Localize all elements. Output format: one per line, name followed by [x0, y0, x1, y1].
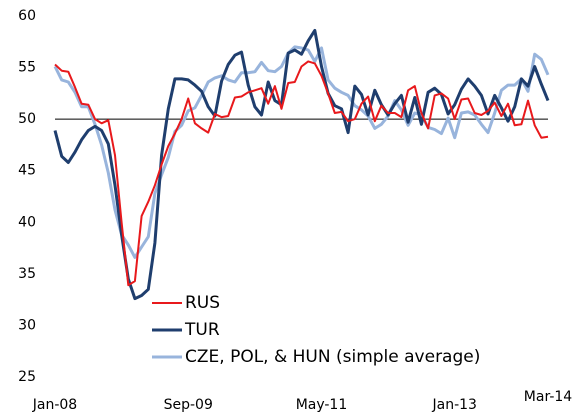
legend: RUS TUR CZE, POL, & HUN (simple average): [152, 293, 480, 367]
series-line: [54, 60, 549, 287]
y-tick-label: 50: [18, 111, 36, 127]
x-tick-label: Mar-14: [524, 389, 572, 405]
y-tick-label: 40: [18, 214, 36, 230]
y-tick-label: 60: [18, 8, 36, 24]
x-tick-label: Jan-13: [432, 397, 477, 412]
y-tick-label: 55: [18, 60, 36, 76]
y-tick-label: 35: [18, 266, 36, 282]
y-tick-label: 25: [18, 369, 36, 385]
legend-label: RUS: [185, 293, 220, 313]
x-tick-label: May-11: [296, 397, 348, 412]
y-tick-label: 45: [18, 163, 36, 179]
x-tick-label: Sep-09: [164, 397, 213, 412]
series-line: [53, 28, 550, 301]
x-tick-label: Jan-08: [32, 397, 77, 412]
legend-label: TUR: [184, 320, 220, 340]
series-line: [53, 45, 550, 259]
legend-label: CZE, POL, & HUN (simple average): [185, 347, 480, 367]
y-tick-label: 30: [18, 317, 36, 333]
